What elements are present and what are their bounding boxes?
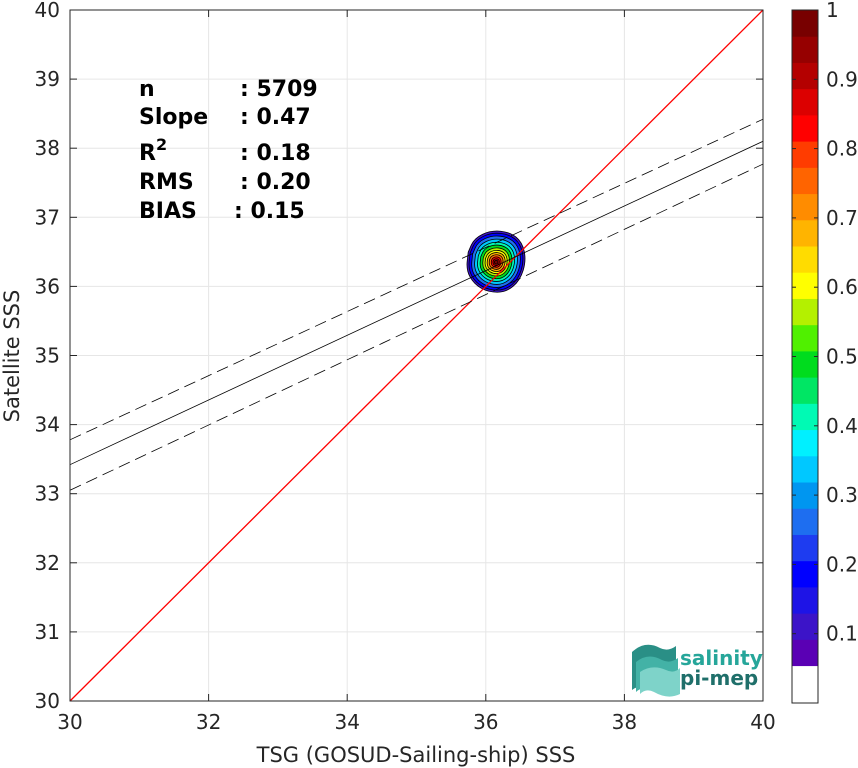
colorbar [792,10,818,703]
colorbar-band [792,403,818,431]
colorbar-band [792,36,818,63]
y-axis-label: Satellite SSS [0,290,24,423]
colorbar-band [792,141,818,168]
colorbar-tick-label: 1 [826,0,839,22]
colorbar-tick-label: 0.6 [826,275,858,299]
colorbar-band [792,665,818,703]
salinity-pimep-logo: salinity pi-mep [632,644,763,697]
colorbar-ticks: 0.1 0.2 0.3 0.4 0.5 0.6 0.7 0.8 0.9 1 [792,0,858,646]
colorbar-band [792,167,818,195]
y-tick-label: 31 [35,620,60,644]
colorbar-band [792,324,818,352]
colorbar-tick-label: 0.3 [826,483,858,507]
y-tick-label: 32 [35,551,60,575]
colorbar-band [792,114,818,142]
colorbar-band [792,219,818,247]
grid [69,9,764,702]
stat-n-value: : 5709 [240,77,318,102]
colorbar-band [792,482,818,509]
colorbar-band [792,193,818,221]
y-tick-label: 40 [35,0,60,22]
x-axis-label: TSG (GOSUD-Sailing-ship) SSS [256,743,576,767]
stats-block: n : 5709 Slope : 0.47 R2 : 0.18 RMS : 0.… [139,77,318,224]
colorbar-tick-label: 0.7 [826,206,858,230]
colorbar-band [792,613,818,640]
colorbar-tick-label: 0.1 [826,622,858,646]
upper-bound-line [69,118,764,441]
stat-bias-value: : 0.15 [234,199,305,224]
colorbar-band [792,10,818,37]
density-contours [466,230,526,293]
stat-r2-value: : 0.18 [240,141,311,166]
colorbar-tick-label: 0.9 [826,67,858,91]
y-tick-label: 33 [35,482,60,506]
colorbar-tick-label: 0.2 [826,552,858,576]
wave-logo-icon [632,644,680,697]
stat-r2-label: R2 [139,135,167,166]
colorbar-band [792,246,818,273]
y-tick-label: 30 [35,689,60,713]
y-tick-label: 38 [35,136,60,160]
colorbar-band [792,298,818,326]
stat-slope-value: : 0.47 [240,105,311,130]
y-tick-label: 35 [35,344,60,368]
colorbar-band [792,62,818,90]
y-tick-label: 39 [35,67,60,91]
logo-line2: pi-mep [680,666,758,690]
colorbar-band [792,350,818,378]
stat-rms-value: : 0.20 [240,170,311,195]
colorbar-tick-label: 0.5 [826,345,858,369]
x-axis-ticks: 30 32 34 36 38 40 [57,10,776,734]
colorbar-band [792,639,818,667]
colorbar-band [792,272,818,299]
stat-rms-label: RMS [139,170,194,195]
y-tick-label: 36 [35,274,60,298]
colorbar-band [792,429,818,457]
colorbar-band [792,88,818,116]
stat-r2-sup: 2 [156,135,167,154]
x-tick-label: 34 [334,710,359,734]
stat-n-label: n [139,77,155,102]
x-tick-label: 40 [750,710,775,734]
colorbar-band [792,560,818,588]
stat-slope-label: Slope [139,105,208,130]
x-tick-label: 30 [57,710,82,734]
colorbar-tick-label: 0.4 [826,414,858,438]
y-tick-label: 37 [35,205,60,229]
colorbar-tick-label: 0.8 [826,137,858,161]
y-tick-label: 34 [35,413,60,437]
colorbar-band [792,586,818,614]
x-tick-label: 38 [612,710,637,734]
stat-bias-label: BIAS [139,199,197,224]
x-tick-label: 36 [473,710,498,734]
colorbar-band [792,377,818,404]
colorbar-band [792,534,818,562]
colorbar-band [792,455,818,483]
y-axis-ticks: 30 31 32 33 34 35 36 37 38 39 40 [35,0,763,713]
colorbar-band [792,508,818,535]
x-tick-label: 32 [196,710,221,734]
density-contour [494,259,499,265]
regression-line [69,140,764,466]
logo-line1: salinity [680,646,763,670]
stat-r2-base: R [139,141,156,166]
identity-line [69,9,764,702]
fit-lines [69,9,764,702]
lower-bound-line [69,163,764,491]
